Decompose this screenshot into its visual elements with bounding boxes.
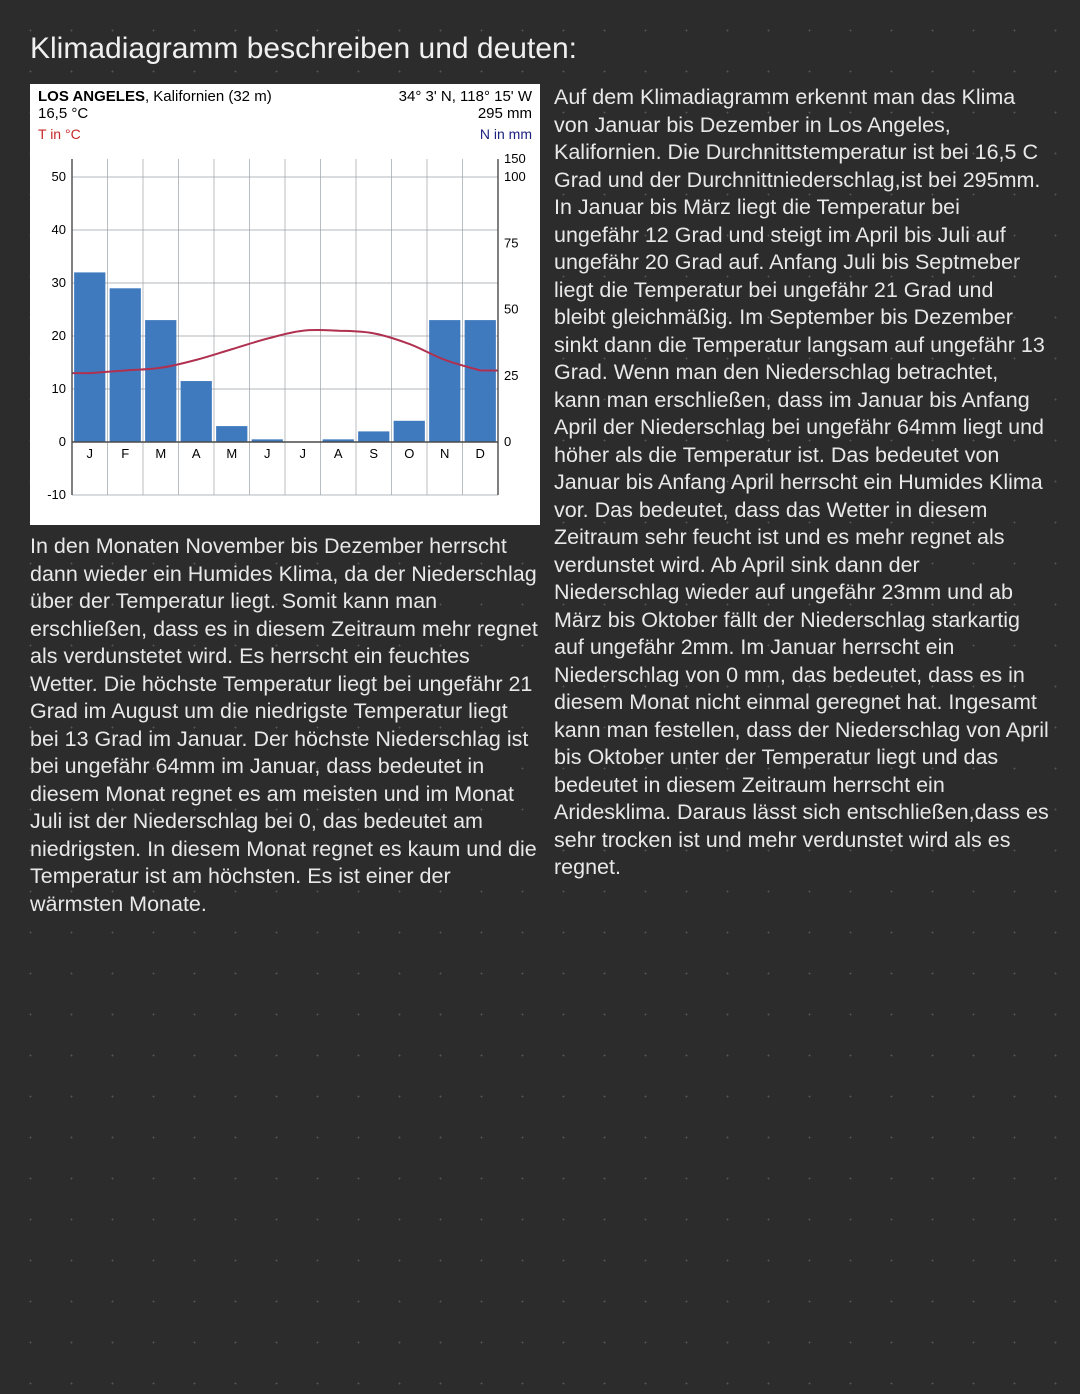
precip-bar (429, 320, 460, 442)
temp-tick-label: -10 (47, 487, 66, 502)
left-column: LOS ANGELES, Kalifornien (32 m) 34° 3' N… (30, 84, 540, 918)
temp-tick-label: 30 (52, 275, 66, 290)
chart-location: LOS ANGELES, Kalifornien (32 m) (38, 88, 272, 105)
chart-region: , Kalifornien (32 m) (145, 88, 272, 105)
precip-tick-label: 0 (504, 434, 511, 449)
precip-bar (394, 421, 425, 442)
temp-tick-label: 20 (52, 328, 66, 343)
month-label: S (369, 446, 378, 461)
month-label: N (440, 446, 449, 461)
month-label: F (121, 446, 129, 461)
precip-tick-label: 100 (504, 169, 526, 184)
left-description-text: In den Monaten November bis Dezember her… (30, 533, 540, 918)
chart-city: LOS ANGELES (38, 88, 145, 105)
precip-bar (74, 272, 105, 442)
right-column: Auf dem Klimadiagramm erkennt man das Kl… (554, 84, 1050, 918)
temp-tick-label: 50 (52, 169, 66, 184)
month-label: A (192, 446, 201, 461)
climate-chart-card: LOS ANGELES, Kalifornien (32 m) 34° 3' N… (30, 84, 540, 525)
precip-tick-label: 50 (504, 302, 518, 317)
chart-avg-precip: 295 mm (478, 105, 532, 122)
chart-header-line1: LOS ANGELES, Kalifornien (32 m) 34° 3' N… (36, 88, 534, 105)
precip-bar (181, 381, 212, 442)
chart-coords: 34° 3' N, 118° 15' W (399, 88, 532, 105)
precip-bar (465, 320, 496, 442)
chart-header-line2: 16,5 °C 295 mm (36, 105, 534, 122)
precip-tick-label: 75 (504, 235, 518, 250)
month-label: D (476, 446, 485, 461)
precip-axis-label: N in mm (480, 126, 532, 142)
climate-chart: -10 0 10 20 30 40 50 0 25 50 75 100 150 J F M A M J J A S O N D (36, 144, 534, 519)
month-label: J (87, 446, 94, 461)
content-row: LOS ANGELES, Kalifornien (32 m) 34° 3' N… (30, 84, 1050, 918)
temp-axis-label: T in °C (38, 126, 81, 142)
temp-tick-label: 0 (59, 434, 66, 449)
chart-axis-labels: T in °C N in mm (36, 122, 534, 142)
climate-chart-svg: -10 0 10 20 30 40 50 0 25 50 75 100 150 J F M A M J J A S O N D (36, 144, 534, 519)
month-label: M (155, 446, 166, 461)
month-label: M (226, 446, 237, 461)
precip-bar (358, 431, 389, 442)
precip-tick-label: 150 (504, 151, 526, 166)
precip-bar (216, 426, 247, 442)
precip-bar (110, 288, 141, 442)
page-title: Klimadiagramm beschreiben und deuten: (30, 32, 1050, 66)
chart-avg-temp: 16,5 °C (38, 105, 88, 122)
temp-tick-label: 40 (52, 222, 66, 237)
temp-tick-label: 10 (52, 381, 66, 396)
precip-bar (145, 320, 176, 442)
month-label: J (300, 446, 307, 461)
right-description-text: Auf dem Klimadiagramm erkennt man das Kl… (554, 84, 1050, 882)
month-label: O (404, 446, 414, 461)
precip-tick-label: 25 (504, 368, 518, 383)
month-label: A (334, 446, 343, 461)
month-label: J (264, 446, 271, 461)
